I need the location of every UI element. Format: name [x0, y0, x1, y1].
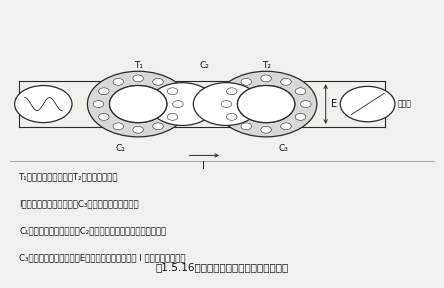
Text: 指示計: 指示計	[397, 100, 411, 109]
Circle shape	[221, 101, 232, 107]
Circle shape	[110, 86, 167, 123]
Circle shape	[241, 78, 252, 85]
Circle shape	[133, 126, 143, 133]
Circle shape	[215, 71, 317, 137]
Circle shape	[226, 113, 237, 120]
Text: C₃：二次コイル　　　　E　：発生起電力（電流 I に比例した電在）: C₃：二次コイル E ：発生起電力（電流 I に比例した電在）	[19, 254, 186, 263]
Circle shape	[238, 86, 295, 123]
Circle shape	[167, 113, 178, 120]
Text: 図1.5.16　電磁誘導法による電気伝導率計: 図1.5.16 電磁誘導法による電気伝導率計	[155, 262, 289, 272]
Circle shape	[241, 123, 252, 130]
Circle shape	[281, 78, 291, 85]
Circle shape	[301, 101, 311, 107]
Circle shape	[193, 83, 259, 126]
Circle shape	[340, 86, 395, 122]
Circle shape	[238, 86, 295, 123]
Circle shape	[153, 123, 163, 130]
Circle shape	[295, 88, 306, 95]
Circle shape	[133, 75, 143, 82]
Text: E: E	[331, 99, 337, 109]
Text: T₂: T₂	[262, 61, 271, 70]
Text: T₁：一次トランス　　T₂：二次トランス: T₁：一次トランス T₂：二次トランス	[19, 173, 119, 181]
Text: C₃: C₃	[279, 144, 289, 153]
Text: C₁: C₁	[115, 144, 126, 153]
Text: T₁: T₁	[134, 61, 143, 70]
Circle shape	[149, 83, 215, 126]
Circle shape	[261, 75, 271, 82]
Circle shape	[173, 101, 183, 107]
Circle shape	[153, 78, 163, 85]
Circle shape	[93, 101, 104, 107]
Circle shape	[99, 113, 109, 120]
Text: C₂: C₂	[199, 61, 209, 70]
Text: C₁：一次コイル　　　　C₂：溶液によって形成されるコイル: C₁：一次コイル C₂：溶液によって形成されるコイル	[19, 227, 166, 236]
Circle shape	[261, 126, 271, 133]
Circle shape	[167, 88, 178, 95]
Circle shape	[295, 113, 306, 120]
Circle shape	[113, 123, 123, 130]
Circle shape	[87, 71, 189, 137]
Circle shape	[110, 86, 167, 123]
Circle shape	[15, 86, 72, 123]
Circle shape	[281, 123, 291, 130]
Circle shape	[113, 78, 123, 85]
Circle shape	[99, 88, 109, 95]
Text: I　：溶液に流れる電流（C₃に流れる電流と等価）: I ：溶液に流れる電流（C₃に流れる電流と等価）	[19, 200, 139, 209]
Circle shape	[226, 88, 237, 95]
Text: I: I	[202, 161, 205, 171]
